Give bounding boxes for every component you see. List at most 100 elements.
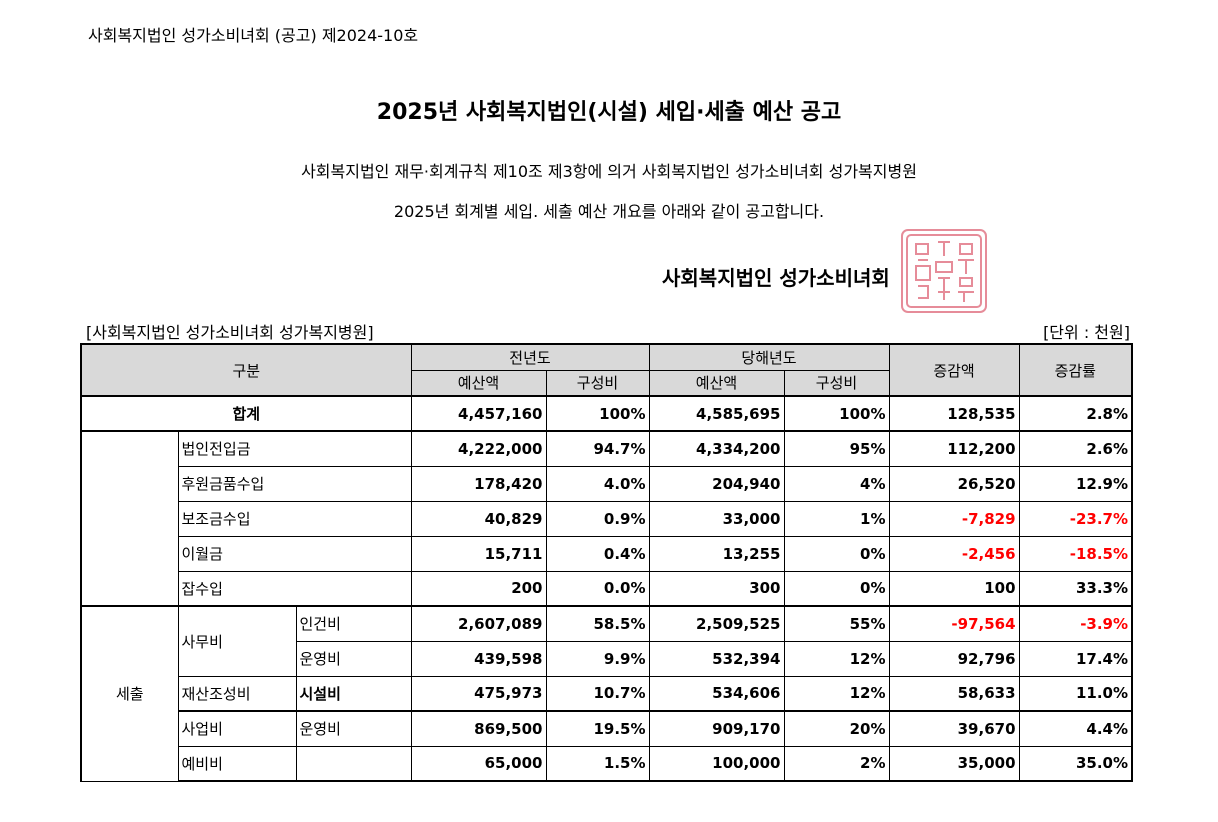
expense-row: 사업비 운영비 869,500 19.5% 909,170 20% 39,670… bbox=[81, 710, 1134, 747]
revenue-prev-share: 4.0% bbox=[545, 465, 650, 502]
notice-number: 사회복지법인 성가소비녀회 (공고) 제2024-10호 bbox=[88, 26, 419, 45]
revenue-prev: 15,711 bbox=[410, 535, 547, 572]
revenue-cur: 33,000 bbox=[648, 500, 785, 537]
total-prev-share: 100% bbox=[545, 395, 650, 432]
expense-sub-label: 시설비 bbox=[295, 675, 412, 712]
expense-rate: 4.4% bbox=[1018, 710, 1134, 747]
expense-sub-label bbox=[295, 745, 412, 782]
revenue-prev: 178,420 bbox=[410, 465, 547, 502]
revenue-rate: 33.3% bbox=[1018, 570, 1134, 607]
intro-line-1: 사회복지법인 재무·회계규칙 제10조 제3항에 의거 사회복지법인 성가소비녀… bbox=[301, 162, 917, 181]
expense-cur: 532,394 bbox=[648, 640, 785, 677]
revenue-prev-share: 0.0% bbox=[545, 570, 650, 607]
total-change: 128,535 bbox=[888, 395, 1020, 432]
expense-prev-share: 9.9% bbox=[545, 640, 650, 677]
revenue-row: 후원금품수입 178,420 4.0% 204,940 4% 26,520 12… bbox=[81, 465, 1134, 502]
revenue-change: 26,520 bbox=[888, 465, 1020, 502]
expense-prev-share: 10.7% bbox=[545, 675, 650, 712]
budget-table: 구분 전년도 당해년도 증감액 증감률 예산액 구성비 예산액 구성비 합계 4… bbox=[80, 343, 1134, 782]
expense-change: 35,000 bbox=[888, 745, 1020, 782]
expense-cur-share: 20% bbox=[783, 710, 890, 747]
expense-rate: 11.0% bbox=[1018, 675, 1134, 712]
expense-change: 92,796 bbox=[888, 640, 1020, 677]
revenue-cur-share: 95% bbox=[783, 430, 890, 467]
expense-prev: 65,000 bbox=[410, 745, 547, 782]
revenue-label: 잡수입 bbox=[177, 570, 412, 607]
expense-sub-label: 인건비 bbox=[295, 605, 412, 642]
expense-prev: 475,973 bbox=[410, 675, 547, 712]
revenue-prev: 4,222,000 bbox=[410, 430, 547, 467]
expense-cur: 2,509,525 bbox=[648, 605, 785, 642]
expense-group-office: 사무비 bbox=[177, 605, 297, 677]
revenue-cur: 300 bbox=[648, 570, 785, 607]
expense-rate: -3.9% bbox=[1018, 605, 1134, 642]
expense-change: 58,633 bbox=[888, 675, 1020, 712]
revenue-cur: 13,255 bbox=[648, 535, 785, 572]
corporation-name: 사회복지법인 성가소비녀회 bbox=[662, 266, 890, 290]
expense-change: -97,564 bbox=[888, 605, 1020, 642]
expense-group-property: 재산조성비 bbox=[177, 675, 297, 712]
revenue-prev-share: 0.4% bbox=[545, 535, 650, 572]
revenue-prev: 200 bbox=[410, 570, 547, 607]
total-prev: 4,457,160 bbox=[410, 395, 547, 432]
unit-label: [단위 : 천원] bbox=[1043, 323, 1130, 342]
header-cur-share: 구성비 bbox=[783, 369, 890, 397]
revenue-rate: -23.7% bbox=[1018, 500, 1134, 537]
official-seal-stamp bbox=[901, 229, 987, 313]
expense-rate: 17.4% bbox=[1018, 640, 1134, 677]
expense-cur-share: 12% bbox=[783, 640, 890, 677]
revenue-change: 100 bbox=[888, 570, 1020, 607]
header-prev-year: 전년도 bbox=[410, 343, 650, 371]
expense-row: 세출 사무비 인건비 2,607,089 58.5% 2,509,525 55%… bbox=[80, 605, 1134, 782]
revenue-prev: 40,829 bbox=[410, 500, 547, 537]
expense-prev-share: 1.5% bbox=[545, 745, 650, 782]
revenue-cur-share: 1% bbox=[783, 500, 890, 537]
expense-row: 운영비 439,598 9.9% 532,394 12% 92,796 17.4… bbox=[81, 640, 1134, 677]
header-prev-share: 구성비 bbox=[545, 369, 650, 397]
revenue-row: 법인전입금 4,222,000 94.7% 4,334,200 95% 112,… bbox=[80, 430, 1134, 607]
expense-cur-share: 55% bbox=[783, 605, 890, 642]
revenue-change: -7,829 bbox=[888, 500, 1020, 537]
expense-sub-label: 운영비 bbox=[295, 640, 412, 677]
revenue-change: 112,200 bbox=[888, 430, 1020, 467]
header-rate: 증감률 bbox=[1018, 343, 1134, 397]
revenue-section-cell bbox=[80, 430, 179, 607]
revenue-prev-share: 0.9% bbox=[545, 500, 650, 537]
revenue-row: 이월금 15,711 0.4% 13,255 0% -2,456 -18.5% bbox=[81, 535, 1134, 572]
revenue-rate: -18.5% bbox=[1018, 535, 1134, 572]
revenue-cur: 4,334,200 bbox=[648, 430, 785, 467]
revenue-row: 잡수입 200 0.0% 300 0% 100 33.3% bbox=[81, 570, 1134, 607]
expense-cur-share: 12% bbox=[783, 675, 890, 712]
expense-change: 39,670 bbox=[888, 710, 1020, 747]
revenue-row: 보조금수입 40,829 0.9% 33,000 1% -7,829 -23.7… bbox=[81, 500, 1134, 537]
expense-row: 예비비 65,000 1.5% 100,000 2% 35,000 35.0% bbox=[81, 745, 1134, 782]
revenue-cur-share: 0% bbox=[783, 535, 890, 572]
expense-prev: 2,607,089 bbox=[410, 605, 547, 642]
expense-group-business: 사업비 bbox=[177, 710, 297, 747]
facility-label: [사회복지법인 성가소비녀회 성가복지병원] bbox=[86, 323, 374, 342]
total-cur-share: 100% bbox=[783, 395, 890, 432]
revenue-label: 법인전입금 bbox=[177, 430, 412, 467]
revenue-cur-share: 4% bbox=[783, 465, 890, 502]
expense-rate: 35.0% bbox=[1018, 745, 1134, 782]
header-cur-budget: 예산액 bbox=[648, 369, 785, 397]
expense-cur: 534,606 bbox=[648, 675, 785, 712]
expense-sub-label: 운영비 bbox=[295, 710, 412, 747]
total-row: 합계 4,457,160 100% 4,585,695 100% 128,535… bbox=[80, 395, 1134, 432]
revenue-prev-share: 94.7% bbox=[545, 430, 650, 467]
expense-prev: 869,500 bbox=[410, 710, 547, 747]
intro-line-2: 2025년 회계별 세입. 세출 예산 개요를 아래와 같이 공고합니다. bbox=[393, 202, 825, 221]
expense-prev: 439,598 bbox=[410, 640, 547, 677]
header-this-year: 당해년도 bbox=[648, 343, 890, 371]
revenue-rate: 12.9% bbox=[1018, 465, 1134, 502]
revenue-change: -2,456 bbox=[888, 535, 1020, 572]
revenue-cur-share: 0% bbox=[783, 570, 890, 607]
revenue-cur: 204,940 bbox=[648, 465, 785, 502]
total-label: 합계 bbox=[80, 395, 412, 432]
expense-row: 재산조성비 시설비 475,973 10.7% 534,606 12% 58,6… bbox=[81, 675, 1134, 712]
revenue-label: 이월금 bbox=[177, 535, 412, 572]
total-rate: 2.8% bbox=[1018, 395, 1134, 432]
expense-prev-share: 19.5% bbox=[545, 710, 650, 747]
header-category: 구분 bbox=[80, 343, 412, 397]
expense-prev-share: 58.5% bbox=[545, 605, 650, 642]
